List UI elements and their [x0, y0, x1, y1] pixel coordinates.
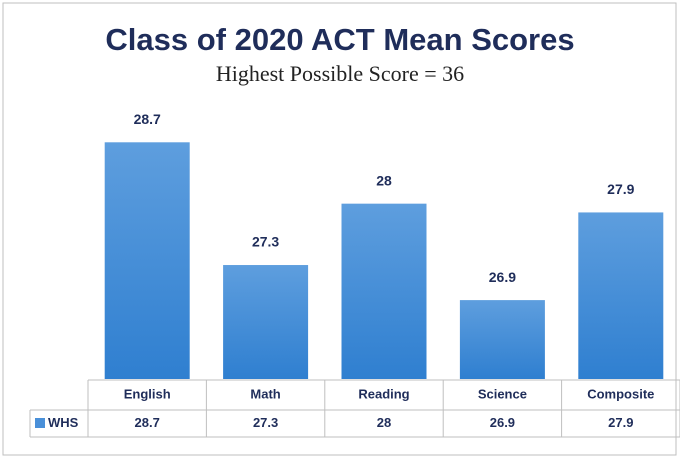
data-label: 27.3	[252, 234, 279, 250]
x-tick-label: Science	[478, 386, 527, 401]
legend-label: WHS	[48, 415, 79, 430]
x-tick-label: Composite	[587, 386, 654, 401]
bar	[341, 203, 427, 379]
table-value: 27.9	[608, 415, 633, 430]
table-value: 28	[377, 415, 391, 430]
table-value: 28.7	[135, 415, 160, 430]
chart-title: Class of 2020 ACT Mean Scores	[105, 22, 574, 57]
x-tick-label: Reading	[358, 386, 409, 401]
legend-swatch	[35, 418, 45, 428]
bar	[459, 300, 545, 379]
bar	[104, 142, 190, 379]
data-label: 28	[376, 172, 392, 188]
bar	[223, 265, 309, 379]
data-label: 28.7	[134, 111, 161, 127]
bar	[578, 212, 664, 379]
x-tick-label: Math	[250, 386, 280, 401]
data-label: 27.9	[607, 181, 634, 197]
table-value: 26.9	[490, 415, 515, 430]
data-label: 26.9	[489, 269, 516, 285]
x-tick-label: English	[124, 386, 171, 401]
table-value: 27.3	[253, 415, 278, 430]
chart-subtitle: Highest Possible Score = 36	[216, 61, 464, 86]
